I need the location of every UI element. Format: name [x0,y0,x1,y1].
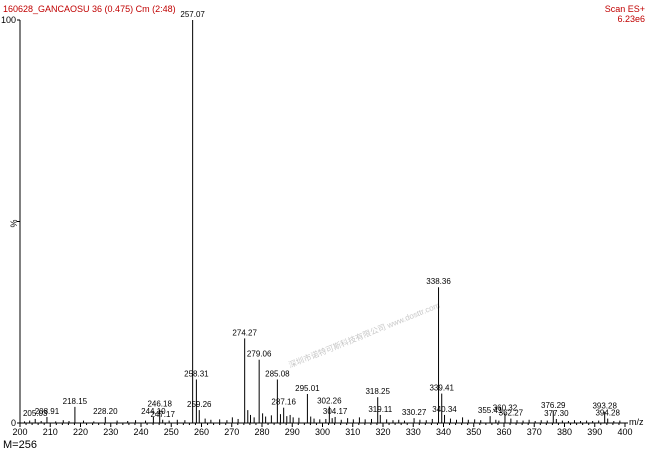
x-tick-label: 310 [345,427,360,437]
axes: 0% 100 200 210 220 230 240 250 260 270 280 290 300 31… [1,15,644,437]
spectrum-title: 160628_GANCAOSU 36 (0.475) Cm (2:48) [3,4,176,14]
peak-label: 362.27 [499,409,524,418]
peak-label: 355.41 [478,406,503,415]
peak-label: 285.08 [265,369,290,378]
peak-label: 295.01 [295,384,320,393]
x-tick-label: 390 [587,427,602,437]
x-tick-label: 380 [557,427,572,437]
molecular-weight-note: M=256 [3,439,37,451]
x-tick-label: 340 [436,427,451,437]
x-tick-label: 210 [43,427,58,437]
peak-label: 377.30 [544,409,569,418]
peak-label: 218.15 [63,397,88,406]
peak-label: 339.41 [429,384,454,393]
peak-label: 318.25 [365,387,390,396]
x-tick-label: 300 [315,427,330,437]
peak-label: 394.28 [595,409,620,418]
x-tick-label: 270 [224,427,239,437]
peak-label: 376.29 [541,401,566,410]
x-tick-label: 360 [496,427,511,437]
peak-label: 205.03 [23,409,48,418]
peak-label: 259.26 [187,400,212,409]
x-tick-label: 370 [527,427,542,437]
x-tick-label: 240 [133,427,148,437]
peak-label: 304.17 [323,407,348,416]
peak-label: 208.91 [35,407,60,416]
peak-label: 247.17 [150,410,175,419]
x-tick-label: 290 [285,427,300,437]
x-tick-label: 320 [375,427,390,437]
peak-label: 279.06 [247,350,272,359]
y-tick-label: 0 [11,418,16,428]
y-tick-label: 100 [1,15,16,25]
peak-label: 246.18 [147,400,172,409]
peak-label: 287.16 [271,398,296,407]
watermark-text: 深圳市诺特可斯科技有限公司 www.dosttr.com [287,300,441,370]
max-intensity-label: 6.23e6 [617,14,645,24]
peak-label: 340.34 [432,405,457,414]
x-tick-label: 280 [254,427,269,437]
x-tick-label: 350 [466,427,481,437]
y-tick-label: % [9,220,19,228]
peak-label: 338.36 [426,277,451,286]
peak-label: 319.11 [368,405,392,414]
x-tick-label: 330 [406,427,421,437]
x-tick-label: 200 [12,427,27,437]
x-tick-label: 230 [103,427,118,437]
x-tick-label: 400 [617,427,632,437]
peak-label: 228.20 [93,407,118,416]
peak-label: 330.27 [402,408,427,417]
scan-mode-label: Scan ES+ [605,4,645,14]
peak-label: 257.07 [180,10,205,19]
peak-label: 360.32 [493,403,518,412]
minor-peaks [24,410,621,423]
x-tick-label: 220 [73,427,88,437]
peak-label: 274.27 [232,328,257,337]
peak-label: 258.31 [184,369,209,378]
x-tick-label: 260 [194,427,209,437]
x-axis-label: m/z [629,417,644,427]
peak-label: 244.10 [141,407,166,416]
x-tick-label: 250 [164,427,179,437]
peak-label: 302.26 [317,396,342,405]
peak-label: 393.28 [592,402,617,411]
